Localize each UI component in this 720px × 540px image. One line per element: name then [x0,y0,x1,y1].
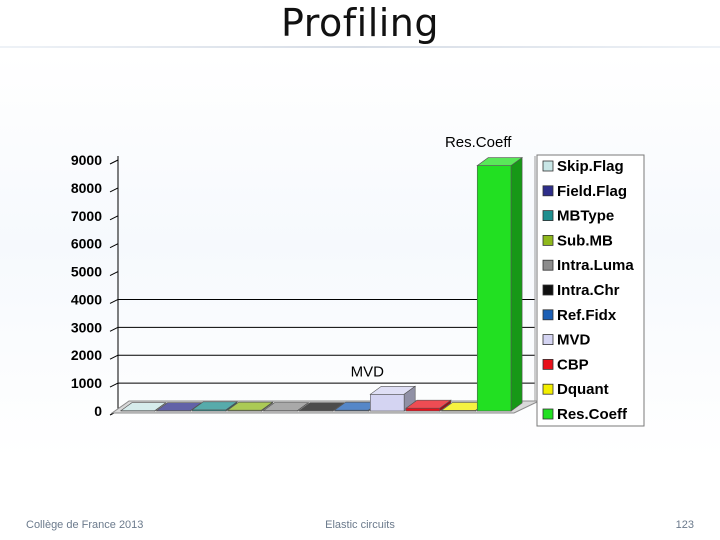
legend-swatch [542,284,554,296]
y-tick-mark [109,159,119,165]
y-tick-mark [109,382,119,388]
y-tick-mark [109,326,119,332]
legend-item-sub-mb: Sub.MB [542,232,613,249]
legend-item-ref-fidx: Ref.Fidx [542,307,617,324]
legend-swatch [542,408,554,420]
legend-label: Skip.Flag [557,158,624,175]
legend-label: Sub.MB [557,232,613,249]
legend-label: Res.Coeff [557,406,628,423]
legend-item-field-flag: Field.Flag [542,183,627,200]
bar-intra-chr [298,402,345,412]
bar-res-coeff [476,156,524,412]
y-tick-mark [109,354,119,360]
chart-grid [118,156,536,403]
bar-cbp [405,399,452,412]
legend-label: Field.Flag [557,183,627,200]
slide-title: Profiling [280,1,440,45]
y-tick-label: 4000 [71,291,102,307]
footer-page-number: 123 [675,519,694,531]
legend-label: Intra.Luma [557,257,634,274]
footer-center: Elastic circuits [325,519,395,531]
bar-sub-mb [226,401,274,412]
chart-legend: Skip.Flag Field.Flag MBType Sub.MB Intra.Lum… [536,154,645,427]
legend-item-res-coeff: Res.Coeff [542,406,628,423]
legend-label: Intra.Chr [557,282,620,299]
y-tick-label: 7000 [71,208,102,224]
bar-skip-flag [119,402,167,412]
legend-item-cbp: CBP [542,356,589,373]
legend-swatch [542,210,554,222]
chart-data-labels: MVD Res.Coeff [351,134,513,380]
y-tick-mark [109,215,119,221]
bar-intra-luma [262,402,310,412]
y-tick-label: 1000 [71,375,102,391]
bar-mbtype [191,401,238,412]
legend-swatch [542,185,554,197]
legend-swatch [542,234,554,246]
legend-item-skip-flag: Skip.Flag [542,158,624,175]
legend-item-mbtype: MBType [542,208,614,225]
legend-label: MVD [557,332,591,349]
legend-item-mvd: MVD [542,332,591,349]
legend-swatch [542,358,554,370]
y-tick-label: 8000 [71,180,102,196]
legend-item-dquant: Dquant [542,381,609,398]
y-tick-mark [109,271,119,277]
legend-label: Ref.Fidx [557,307,617,324]
y-tick-label: 2000 [71,347,102,363]
legend-swatch [542,309,554,321]
y-tick-mark [109,298,119,304]
legend-label: MBType [557,208,614,225]
chart-bars [119,156,524,412]
chart-axes: 0 1000 2000 3000 4000 5000 6000 7000 8000 9000 [71,152,540,419]
y-tick-mark [109,187,119,193]
legend-label: Dquant [557,381,609,398]
y-tick-label: 9000 [71,152,102,168]
legend-item-intra-luma: Intra.Luma [542,257,634,274]
data-label-mvd: MVD [351,363,385,380]
footer-left: Collège de France 2013 [26,519,144,531]
y-tick-mark [109,243,119,249]
legend-label: CBP [557,356,589,373]
legend-swatch [542,259,554,271]
legend-swatch [542,160,554,172]
y-tick-label: 6000 [71,236,102,252]
title-divider [0,46,720,48]
bar-mvd [369,385,417,412]
data-label-res-coeff: Res.Coeff [445,134,512,151]
legend-swatch [542,334,554,346]
y-tick-label: 0 [94,403,102,419]
legend-item-intra-chr: Intra.Chr [542,282,620,299]
y-tick-label: 3000 [71,319,102,335]
y-tick-label: 5000 [71,264,102,280]
legend-box [536,154,645,427]
legend-swatch [542,383,554,395]
